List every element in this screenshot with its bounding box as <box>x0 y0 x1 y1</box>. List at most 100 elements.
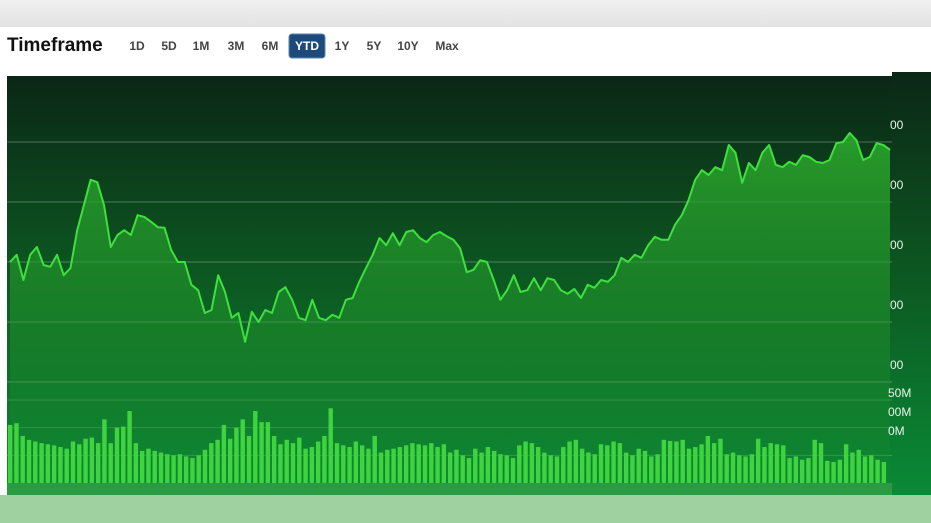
timeframe-title: Timeframe <box>7 35 103 56</box>
volume-bar <box>190 458 195 483</box>
volume-bar <box>20 435 25 483</box>
y2-tick-label: 00M <box>888 405 911 419</box>
volume-bar <box>793 456 799 483</box>
volume-bar <box>45 444 51 483</box>
volume-bar <box>372 435 377 483</box>
timeframe-button[interactable]: 1M <box>193 39 210 53</box>
volume-bar <box>202 449 208 483</box>
volume-bar <box>127 411 132 483</box>
volume-bar <box>693 447 698 483</box>
volume-bar <box>856 449 861 483</box>
volume-bar <box>881 461 887 483</box>
volume-bar <box>70 441 76 483</box>
volume-bar <box>680 439 685 483</box>
volume-bar <box>667 440 673 483</box>
volume-bar <box>586 452 591 483</box>
volume-bar <box>290 443 296 483</box>
volume-bar <box>705 435 711 483</box>
y-tick-label: 00 <box>890 238 904 252</box>
volume-bar <box>655 454 660 483</box>
timeframe-button[interactable]: Max <box>435 39 459 53</box>
volume-bar <box>825 460 830 483</box>
volume-bar <box>171 455 176 483</box>
volume-bar <box>403 445 409 483</box>
volume-bar <box>875 459 880 483</box>
volume-bar <box>623 452 629 483</box>
volume-bar <box>303 448 308 483</box>
y-tick-label: 00 <box>890 118 904 132</box>
volume-bar <box>605 445 610 483</box>
volume-bar <box>271 435 277 483</box>
volume-bar <box>253 411 258 483</box>
volume-bar <box>762 447 767 483</box>
volume-bar <box>661 439 667 483</box>
volume-bar <box>755 438 761 483</box>
timeframe-button[interactable]: 6M <box>262 39 279 53</box>
volume-bar <box>768 443 773 483</box>
volume-bar <box>196 455 201 483</box>
plot: 00 00 00 00 00 50M 00M 0M <box>7 118 911 483</box>
volume-bar <box>837 459 843 483</box>
volume-bar <box>410 443 415 483</box>
volume-bar <box>561 447 566 483</box>
timeframe-button[interactable]: 3M <box>228 39 245 53</box>
axis-strip <box>892 72 931 495</box>
volume-bar <box>347 447 352 483</box>
timeframe-button[interactable]: YTD <box>295 39 319 53</box>
volume-bar <box>246 435 252 483</box>
y-tick-label: 00 <box>890 298 904 312</box>
volume-bar <box>359 445 365 483</box>
volume-bar <box>498 454 503 483</box>
volume-bar <box>479 452 484 483</box>
bottom-band <box>0 495 931 523</box>
volume-bar <box>869 455 874 483</box>
volume-bar <box>630 455 635 483</box>
volume-bar <box>523 441 528 483</box>
volume-bar <box>711 443 717 483</box>
volume-bar <box>850 452 855 483</box>
timeframe-button[interactable]: 1D <box>129 39 145 53</box>
volume-bar <box>183 456 189 483</box>
y-tick-label: 00 <box>890 178 904 192</box>
y2-tick-label: 0M <box>888 424 905 438</box>
volume-bar <box>818 443 824 483</box>
volume-bar <box>573 439 579 483</box>
volume-bar <box>636 448 641 483</box>
volume-bar <box>265 422 271 483</box>
timeframe-button[interactable]: 5Y <box>367 39 382 53</box>
volume-bar <box>812 439 817 483</box>
volume-bar <box>674 441 679 483</box>
volume-bar <box>33 441 38 483</box>
timeframe-buttons: 1D 5D 1M 3M 6M YTD 1Y 5Y 10Y Max <box>129 33 459 59</box>
volume-bar <box>718 438 723 483</box>
timeframe-button[interactable]: 5D <box>161 39 177 53</box>
volume-bar <box>485 447 491 483</box>
timeframe-button[interactable]: 1Y <box>335 39 350 53</box>
volume-bar <box>278 444 283 483</box>
volume-bar <box>535 447 541 483</box>
volume-bar <box>397 447 403 483</box>
volume-bar <box>26 439 32 483</box>
volume-bar <box>579 448 585 483</box>
price-area <box>10 133 890 483</box>
volume-bar <box>806 458 811 483</box>
volume-bar <box>617 443 623 483</box>
volume-bar <box>429 443 434 483</box>
volume-bar <box>862 456 868 483</box>
volume-bar <box>460 455 465 483</box>
volume-bar <box>177 454 183 483</box>
volume-bar <box>297 437 302 483</box>
volume-bar <box>435 447 440 483</box>
button-selected-bg <box>288 33 326 59</box>
volume-bar <box>315 441 321 483</box>
volume-bar <box>51 445 57 483</box>
volume-bar <box>158 452 164 483</box>
volume-bar <box>592 454 597 483</box>
timeframe-button[interactable]: 10Y <box>397 39 418 53</box>
volume-bar <box>139 450 145 483</box>
volume-bar <box>831 461 836 483</box>
volume-bar <box>366 448 371 483</box>
volume-bar <box>334 443 340 483</box>
